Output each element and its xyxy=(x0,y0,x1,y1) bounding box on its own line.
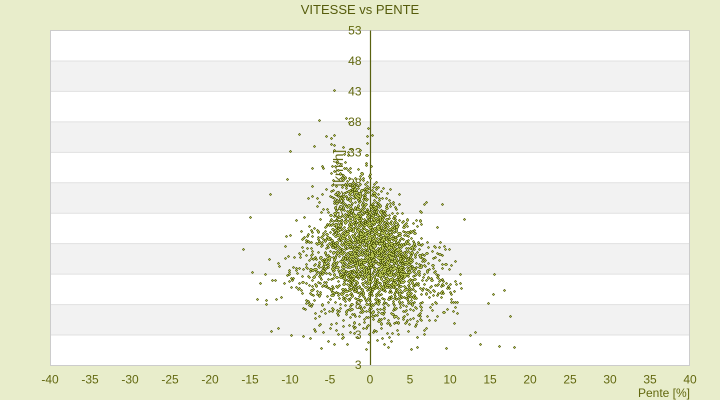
svg-text:-15: -15 xyxy=(241,373,259,387)
svg-text:0: 0 xyxy=(367,373,374,387)
svg-text:-30: -30 xyxy=(121,373,139,387)
svg-text:33: 33 xyxy=(348,146,362,160)
svg-text:15: 15 xyxy=(483,373,497,387)
svg-text:3: 3 xyxy=(355,358,362,372)
svg-text:-5: -5 xyxy=(325,373,336,387)
svg-text:40: 40 xyxy=(683,373,697,387)
svg-text:53: 53 xyxy=(348,24,362,38)
svg-text:-20: -20 xyxy=(201,373,219,387)
svg-text:-10: -10 xyxy=(281,373,299,387)
svg-text:48: 48 xyxy=(348,54,362,68)
svg-text:3: 3 xyxy=(355,328,362,342)
svg-text:-35: -35 xyxy=(81,373,99,387)
svg-text:30: 30 xyxy=(603,373,617,387)
svg-text:-40: -40 xyxy=(41,373,59,387)
svg-text:35: 35 xyxy=(643,373,657,387)
svg-text:Pente [%]: Pente [%] xyxy=(638,386,690,400)
svg-text:43: 43 xyxy=(348,85,362,99)
svg-text:-25: -25 xyxy=(161,373,179,387)
svg-text:10: 10 xyxy=(443,373,457,387)
svg-text:5: 5 xyxy=(407,373,414,387)
svg-text:25: 25 xyxy=(563,373,577,387)
svg-text:20: 20 xyxy=(523,373,537,387)
svg-text:8: 8 xyxy=(355,298,362,312)
svg-text:VITESSE vs PENTE: VITESSE vs PENTE xyxy=(301,2,420,17)
svg-text:38: 38 xyxy=(348,115,362,129)
